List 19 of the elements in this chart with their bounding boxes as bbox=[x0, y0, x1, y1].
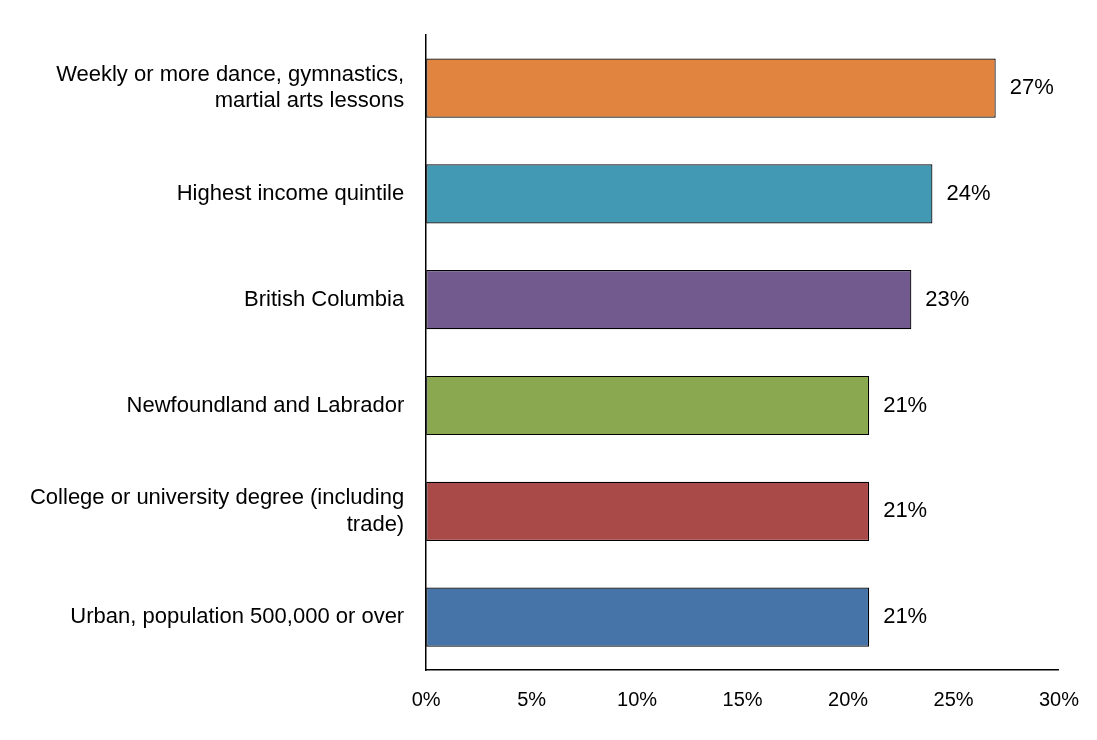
x-tick-label: 0% bbox=[411, 687, 441, 710]
x-tick-label: 15% bbox=[722, 687, 763, 710]
x-tick-label: 20% bbox=[828, 687, 869, 710]
y-tick-label: Weekly or more dance, gymnastics, martial arts lessons bbox=[56, 60, 405, 113]
y-tick-label: College or university degree (including trade) bbox=[29, 484, 405, 536]
data-label: 27% bbox=[1009, 74, 1054, 100]
y-tick-label: Urban, population 500,000 or over bbox=[70, 603, 405, 629]
data-label: 24% bbox=[946, 179, 991, 205]
x-tick-label: 25% bbox=[933, 687, 974, 710]
data-label: 21% bbox=[883, 497, 928, 523]
x-tick-label: 5% bbox=[517, 687, 547, 710]
y-tick-label: Highest income quintile bbox=[176, 179, 405, 205]
y-tick-label: British Columbia bbox=[244, 285, 405, 311]
x-tick-label: 10% bbox=[617, 687, 658, 710]
data-label: 23% bbox=[925, 285, 970, 311]
y-tick-label: Newfoundland and Labrador bbox=[126, 391, 405, 417]
data-label: 21% bbox=[883, 391, 928, 417]
data-label: 21% bbox=[883, 603, 928, 629]
x-tick-label: 30% bbox=[1038, 687, 1080, 710]
